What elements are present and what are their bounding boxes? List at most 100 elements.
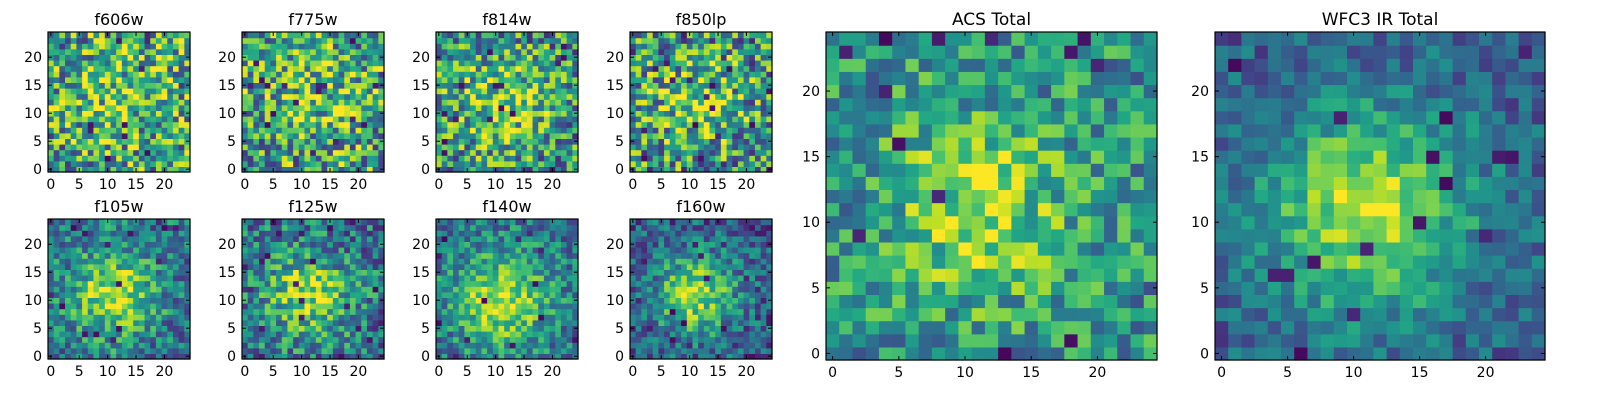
heatmap-cell [104,121,112,128]
heatmap-cell [726,275,733,282]
heatmap-cell [304,286,311,293]
heatmap-cell [366,263,374,270]
heatmap-cell [82,347,89,354]
heatmap-cell [144,166,151,173]
heatmap-cell [743,314,750,321]
heatmap-cell [138,319,146,326]
heatmap-cell [441,88,448,95]
heatmap-cell [310,269,317,276]
heatmap-cell [664,286,671,293]
heatmap-cell [521,121,528,128]
heatmap-cell [99,280,106,287]
heatmap-cell [743,291,750,298]
heatmap-cell [104,252,112,259]
heatmap-cell [293,314,300,321]
heatmap-cell [658,104,665,111]
heatmap-cell [526,99,534,106]
heatmap-cell [76,37,83,44]
heatmap-cell [532,110,539,117]
heatmap-cell [167,331,174,338]
heatmap-cell [59,93,66,100]
heatmap-cell [664,48,671,55]
heatmap-cell [754,76,762,83]
heatmap-cell [150,353,157,360]
heatmap-cell [321,331,328,338]
heatmap-cell [560,65,568,72]
heatmap-cell [749,116,756,123]
heatmap-cell [572,65,579,72]
heatmap-cell [121,303,129,310]
heatmap-cell [630,121,637,128]
heatmap-cell [264,336,271,343]
heatmap-cell [447,308,454,315]
heatmap-cell [161,247,168,254]
heatmap-cell [304,247,311,254]
heatmap-cell [259,71,266,78]
heatmap-cell [675,275,682,282]
heatmap-cell [532,280,539,287]
heatmap-cell [504,93,511,100]
heatmap-cell [259,291,266,298]
heatmap-cell [515,37,522,44]
heatmap-cell [178,76,185,83]
heatmap-cell [355,104,362,111]
heatmap-cell [264,280,271,287]
heatmap-cell [453,99,460,106]
heatmap-cell [287,224,294,231]
heatmap-cell [641,353,648,360]
heatmap-cell [167,71,174,78]
heatmap-cell [732,286,739,293]
heatmap-cell [253,342,260,349]
heatmap-cell [321,297,328,304]
heatmap-cell [532,247,539,254]
heatmap-cell [53,291,60,298]
heatmap-cell [526,252,534,259]
heatmap-cell [344,280,351,287]
heatmap-cell [715,104,722,111]
heatmap-cell [664,110,671,117]
heatmap-cell [99,116,106,123]
heatmap-cell [155,110,163,117]
heatmap-cell [560,247,568,254]
heatmap-cell [155,219,163,226]
heatmap-cell [184,303,191,310]
heatmap-cell [93,76,100,83]
heatmap-cell [475,308,483,315]
heatmap-cell [65,110,72,117]
heatmap-cell [526,297,534,304]
heatmap-cell [492,314,500,321]
heatmap-cell [436,132,443,139]
heatmap-cell [349,353,357,360]
heatmap-cell [184,65,191,72]
heatmap-cell [464,224,471,231]
heatmap-cell [498,48,505,55]
heatmap-cell [572,347,579,354]
heatmap-cell [686,43,694,50]
heatmap-cell [766,93,773,100]
heatmap-cell [487,127,494,134]
heatmap-cell [355,247,362,254]
heatmap-cell [681,314,688,321]
heatmap-cell [298,127,306,134]
heatmap-cell [155,160,163,167]
heatmap-cell [259,319,266,326]
heatmap-cell [447,297,454,304]
heatmap-cell [715,76,722,83]
heatmap-cell [669,76,677,83]
heatmap-cell [161,65,168,72]
heatmap-cell [560,252,568,259]
heatmap-cell [669,138,677,145]
heatmap-cell [161,149,168,156]
heatmap-cell [436,160,443,167]
heatmap-cell [532,297,539,304]
heatmap-cell [242,93,249,100]
heatmap-cell [65,54,72,61]
heatmap-cell [121,65,129,72]
heatmap-cell [82,269,89,276]
heatmap-cell [470,258,477,265]
heatmap-cell [703,76,711,83]
heatmap-cell [253,286,260,293]
heatmap-cell [264,138,271,145]
heatmap-cell [264,149,271,156]
heatmap-cell [270,314,277,321]
